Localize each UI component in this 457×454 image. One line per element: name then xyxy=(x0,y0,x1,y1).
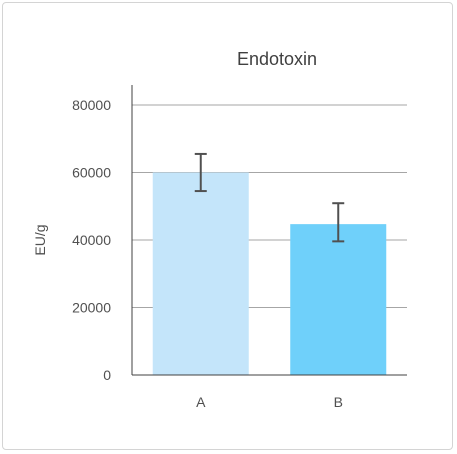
x-tick-label: A xyxy=(196,394,206,410)
tick-labels: 0 20000 40000 60000 80000 A B xyxy=(72,97,343,410)
axes xyxy=(131,85,407,376)
chart-card: Endotoxin EU/g 0 20000 40000 60000 80000 A B xyxy=(2,2,453,450)
chart-title: Endotoxin xyxy=(237,49,317,69)
y-tick-label: 40000 xyxy=(72,232,111,248)
bar xyxy=(290,224,387,375)
y-tick-label: 0 xyxy=(103,367,111,383)
bar xyxy=(152,172,249,375)
bars xyxy=(152,172,387,375)
error-bars xyxy=(194,152,345,243)
x-tick-label: B xyxy=(334,394,343,410)
y-tick-label: 60000 xyxy=(72,165,111,181)
bar-chart: Endotoxin EU/g 0 20000 40000 60000 80000 A B xyxy=(32,49,407,410)
y-tick-label: 80000 xyxy=(72,97,111,113)
y-tick-label: 20000 xyxy=(72,300,111,316)
y-axis-title: EU/g xyxy=(32,224,48,255)
